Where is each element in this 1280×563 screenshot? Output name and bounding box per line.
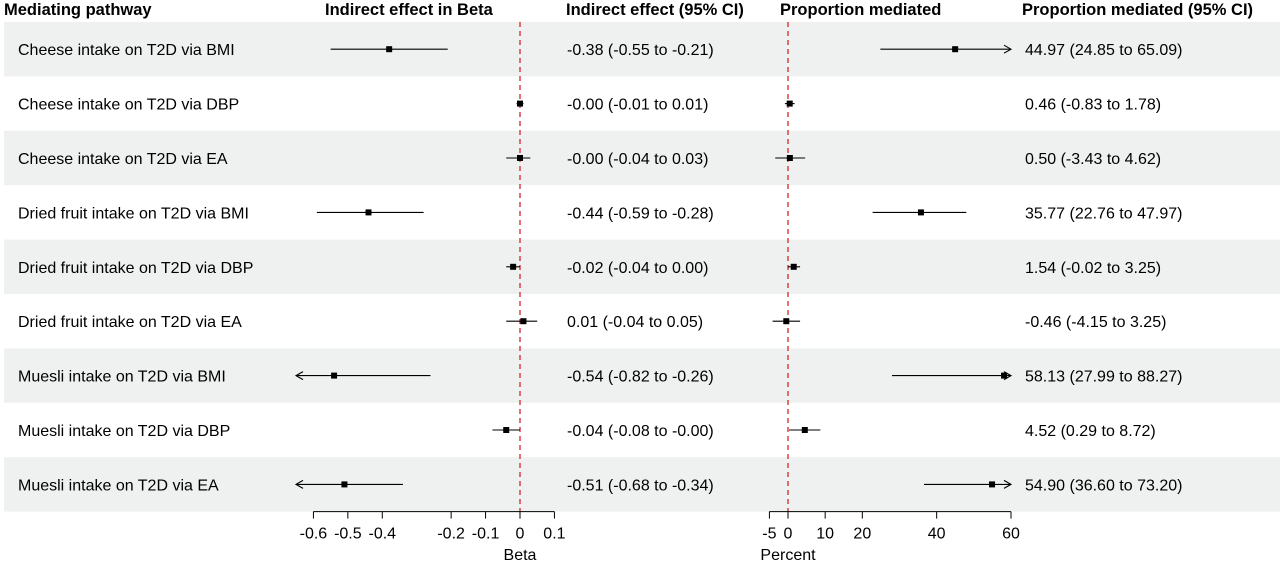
indirect-effect-ci-text: -0.04 (-0.08 to -0.00) (567, 423, 714, 440)
x-tick-label: -5 (762, 526, 776, 543)
pathway-label: Dried fruit intake on T2D via EA (18, 314, 242, 331)
point-estimate (786, 100, 793, 107)
point-estimate (341, 481, 348, 488)
indirect-effect-texts: -0.38 (-0.55 to -0.21) -0.00 (-0.01 to 0.… (567, 42, 714, 494)
row-stripes (4, 22, 1280, 512)
indirect-effect-ci-text: -0.02 (-0.04 to 0.00) (567, 260, 708, 277)
point-estimate (801, 427, 808, 433)
row-stripe (4, 348, 1280, 403)
point-estimate (989, 481, 996, 488)
beta-axis-label: Beta (504, 547, 537, 563)
header-indirect-effect-beta: Indirect effect in Beta (325, 1, 494, 19)
pathway-label: Dried fruit intake on T2D via BMI (18, 205, 249, 222)
pathway-labels: Cheese intake on T2D via BMI Cheese intak… (18, 42, 253, 494)
point-estimate (331, 372, 338, 379)
proportion-mediated-ci-text: -0.46 (-4.15 to 3.25) (1025, 314, 1166, 331)
proportion-mediated-ci-text: 44.97 (24.85 to 65.09) (1025, 42, 1182, 59)
point-estimate (790, 263, 797, 270)
indirect-effect-ci-text: -0.00 (-0.04 to 0.03) (567, 151, 708, 168)
ci-arrow-right (1003, 479, 1013, 489)
x-tick-label: 0.1 (543, 526, 565, 543)
proportion-mediated-ci-text: 35.77 (22.76 to 47.97) (1025, 205, 1182, 222)
point-estimate (517, 100, 523, 107)
x-tick-label: 0 (516, 526, 525, 543)
header-mediating-pathway: Mediating pathway (4, 1, 152, 19)
point-estimate (503, 427, 510, 433)
row-stripe (4, 239, 1280, 294)
point-estimate (365, 209, 372, 216)
header-proportion-mediated-ci: Proportion mediated (95% CI) (1022, 1, 1253, 19)
beta-panel: -0.6 -0.5 -0.4 -0.2 -0.1 0 0.1 (294, 22, 566, 543)
header-indirect-effect-ci: Indirect effect (95% CI) (566, 1, 744, 19)
proportion-mediated-ci-text: 0.50 (-3.43 to 4.62) (1025, 151, 1161, 168)
pathway-label: Muesli intake on T2D via BMI (18, 369, 226, 386)
ci-arrow-left (294, 479, 304, 489)
x-tick-label: 60 (1002, 526, 1020, 543)
x-tick-label: 0 (784, 526, 793, 543)
indirect-effect-ci-text: -0.38 (-0.55 to -0.21) (567, 42, 714, 59)
ci-arrow-left (294, 371, 304, 381)
indirect-effect-ci-text: -0.54 (-0.82 to -0.26) (567, 369, 714, 386)
point-estimate (1001, 372, 1008, 379)
proportion-mediated-ci-text: 0.46 (-0.83 to 1.78) (1025, 97, 1161, 114)
x-tick-label: -0.1 (472, 526, 500, 543)
proportion-mediated-ci-text: 4.52 (0.29 to 8.72) (1025, 423, 1156, 440)
row-stripe (4, 457, 1280, 512)
proportion-mediated-ci-text: 1.54 (-0.02 to 3.25) (1025, 260, 1161, 277)
x-tick-label: -0.5 (334, 526, 362, 543)
proportion-mediated-ci-text: 54.90 (36.60 to 73.20) (1025, 477, 1182, 494)
x-tick-label: -0.6 (300, 526, 328, 543)
percent-panel: -5 0 10 20 40 60 (762, 22, 1020, 543)
pathway-label: Muesli intake on T2D via EA (18, 477, 219, 494)
pathway-label: Dried fruit intake on T2D via DBP (18, 260, 253, 277)
pathway-label: Muesli intake on T2D via DBP (18, 423, 230, 440)
x-tick-label: -0.2 (437, 526, 465, 543)
indirect-effect-ci-text: -0.51 (-0.68 to -0.34) (567, 477, 714, 494)
point-estimate (917, 209, 924, 216)
indirect-effect-ci-text: -0.00 (-0.01 to 0.01) (567, 97, 708, 114)
point-estimate (386, 46, 393, 53)
point-estimate (786, 155, 793, 161)
proportion-mediated-ci-text: 58.13 (27.99 to 88.27) (1025, 369, 1182, 386)
x-tick-label: 10 (816, 526, 834, 543)
x-tick-label: 40 (928, 526, 946, 543)
percent-axis-label: Percent (760, 547, 816, 563)
point-estimate (517, 155, 523, 161)
pathway-label: Cheese intake on T2D via EA (18, 151, 228, 168)
row-stripe (4, 130, 1280, 186)
ci-arrow-right (1003, 44, 1013, 54)
proportion-texts: 44.97 (24.85 to 65.09) 0.46 (-0.83 to 1.7… (1025, 42, 1182, 494)
x-tick-label: -0.4 (368, 526, 396, 543)
point-estimate (783, 318, 790, 325)
indirect-effect-ci-text: -0.44 (-0.59 to -0.28) (567, 205, 714, 222)
point-estimate (952, 46, 959, 53)
row-stripe (4, 22, 1280, 77)
pathway-label: Cheese intake on T2D via BMI (18, 42, 235, 59)
point-estimate (520, 318, 527, 325)
pathway-label: Cheese intake on T2D via DBP (18, 97, 239, 114)
x-tick-label: 20 (853, 526, 871, 543)
point-estimate (510, 263, 517, 270)
indirect-effect-ci-text: 0.01 (-0.04 to 0.05) (567, 314, 703, 331)
header-proportion-mediated: Proportion mediated (780, 1, 941, 19)
